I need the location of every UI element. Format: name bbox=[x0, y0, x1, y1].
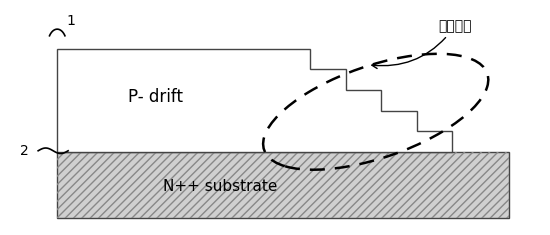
Bar bbox=[57, 152, 509, 219]
Bar bbox=[57, 152, 509, 219]
Text: P- drift: P- drift bbox=[128, 88, 183, 106]
Text: 阶梯结构: 阶梯结构 bbox=[372, 19, 472, 68]
Polygon shape bbox=[57, 49, 452, 152]
Text: 1: 1 bbox=[67, 14, 75, 28]
Text: 2: 2 bbox=[20, 144, 29, 158]
Text: N++ substrate: N++ substrate bbox=[163, 179, 278, 194]
